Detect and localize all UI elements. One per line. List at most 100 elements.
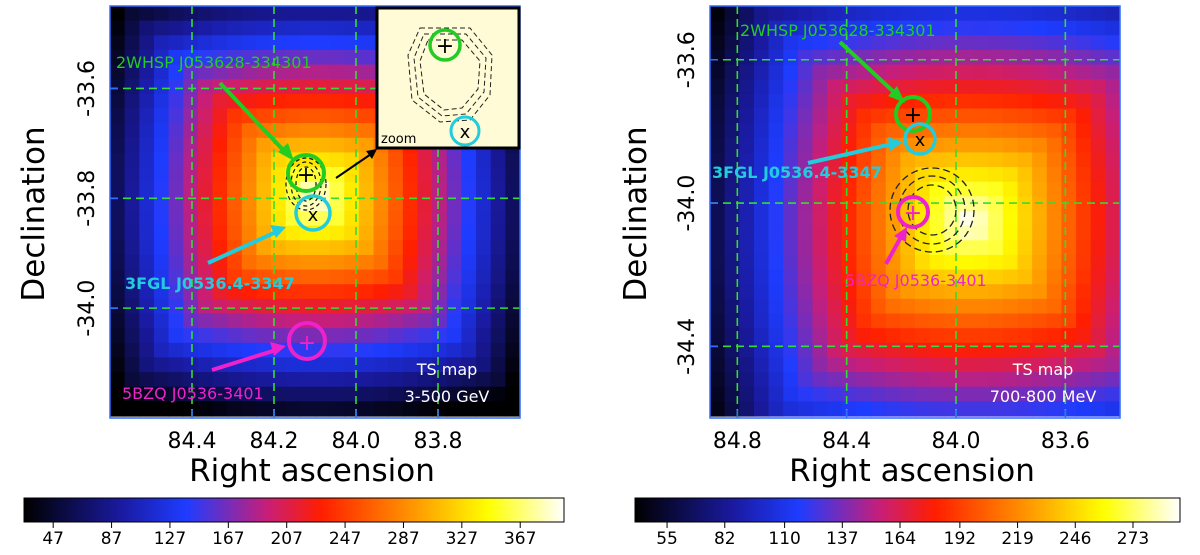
heatmap-cell [197, 196, 214, 212]
heatmap-cell [432, 328, 448, 344]
heatmap-cell [1105, 342, 1120, 359]
heatmap-cell [110, 6, 126, 22]
heatmap-cell [1002, 240, 1019, 256]
heatmap-cell [988, 313, 1004, 329]
heatmap-cell [1105, 211, 1120, 227]
heatmap-cell [1017, 211, 1033, 227]
heatmap-cell [183, 35, 199, 51]
heatmap-cell [944, 64, 960, 80]
heatmap-cell [417, 240, 433, 256]
heatmap-cell [783, 152, 799, 168]
heatmap-cell [1061, 152, 1077, 168]
heatmap-cell [110, 225, 126, 241]
heatmap-cell [1017, 181, 1033, 197]
heatmap-cell [300, 269, 316, 285]
heatmap-cell [871, 269, 887, 285]
heatmap-cell [1061, 6, 1077, 22]
heatmap-cell [110, 298, 126, 315]
heatmap-cell [768, 123, 784, 139]
heatmap-cell [329, 240, 345, 256]
heatmap-cell [139, 269, 155, 285]
heatmap-cell [227, 152, 243, 168]
heatmap-cell [373, 386, 389, 402]
heatmap-cell [490, 152, 506, 168]
heatmap-cell [739, 313, 755, 329]
heatmap-cell [1032, 123, 1048, 139]
heatmap-cell [885, 123, 901, 139]
heatmap-cell [871, 342, 887, 359]
heatmap-cell [256, 284, 272, 300]
heatmap-cell [271, 181, 287, 197]
heatmap-cell [212, 313, 228, 329]
heatmap-cell [856, 152, 872, 168]
heatmap-cell [768, 269, 784, 285]
heatmap-cell [505, 196, 520, 212]
heatmap-cell [1017, 6, 1033, 22]
heatmap-cell [958, 328, 975, 344]
inset-green-circle [428, 28, 462, 62]
panel-energy-left: 3-500 GeV [405, 387, 490, 406]
heatmap-cell [841, 298, 858, 315]
source-2whsp-circle-right [894, 95, 932, 133]
heatmap-cell [271, 123, 287, 139]
heatmap-cell [124, 108, 140, 124]
heatmap-cell [929, 328, 945, 344]
axis-ticks-right: 84.8 84.4 84.0 83.6 -33.6 -34.0 -34.4 [675, 31, 1090, 454]
colorbar-tick-label: 47 [42, 529, 64, 549]
heatmap-cell [929, 284, 945, 300]
heatmap-cell [388, 328, 404, 344]
heatmap-cell [168, 6, 184, 22]
heatmap-cell [344, 313, 360, 329]
heatmap-cell [812, 298, 828, 315]
heatmap-cell [724, 79, 740, 95]
heatmap-cell [388, 357, 404, 373]
heatmap-cell [358, 93, 375, 110]
heatmap-cell [1017, 137, 1033, 154]
heatmap-cell [241, 196, 258, 212]
heatmap-cell [300, 93, 316, 110]
heatmap-cell [739, 6, 755, 22]
heatmap-cell [885, 328, 901, 344]
heatmap-cell [958, 372, 975, 388]
heatmap-cell [768, 167, 784, 183]
heatmap-cell [1076, 284, 1092, 300]
heatmap-cell [988, 328, 1004, 344]
heatmap-cell [944, 6, 960, 22]
heatmap-cell [227, 211, 243, 227]
heatmap-cell [739, 152, 755, 168]
colorbar-tick-label: 246 [1059, 529, 1091, 549]
heatmap-cell [402, 240, 419, 256]
heatmap-cell [724, 357, 740, 373]
heatmap-cell [432, 313, 448, 329]
heatmap-cell [988, 64, 1004, 80]
heatmap-cell [1002, 328, 1019, 344]
heatmap-cell [1046, 372, 1063, 388]
heatmap-cell [432, 181, 448, 197]
heatmap-cell [797, 167, 814, 183]
heatmap-cell [402, 401, 419, 417]
heatmap-cell [432, 167, 448, 183]
heatmap-cell [139, 20, 155, 36]
heatmap-cell [915, 181, 931, 197]
heatmap-cell [710, 20, 726, 36]
heatmap-cell [797, 328, 814, 344]
heatmap-cell [476, 328, 492, 344]
heatmap-cell [505, 328, 520, 344]
heatmap-cell [958, 181, 975, 197]
heatmap-cell [1076, 108, 1092, 124]
heatmap-cell [827, 211, 843, 227]
colorbar-ticks-right: 55 82 110 137 164 192 219 246 273 [656, 522, 1149, 549]
heatmap-cell [153, 79, 170, 95]
heatmap-cell [915, 79, 931, 95]
heatmap-cell [417, 152, 433, 168]
heatmap-cell [1046, 401, 1063, 417]
heatmap-cell [153, 240, 170, 256]
heatmap-cell [841, 93, 858, 110]
heatmap-cell [783, 386, 799, 402]
heatmap-cell [490, 211, 506, 227]
heatmap-cell [197, 401, 214, 417]
heatmap-cell [197, 167, 214, 183]
heatmap-cell [1002, 401, 1019, 417]
heatmap-cell [827, 269, 843, 285]
heatmap-cell [1105, 372, 1120, 388]
